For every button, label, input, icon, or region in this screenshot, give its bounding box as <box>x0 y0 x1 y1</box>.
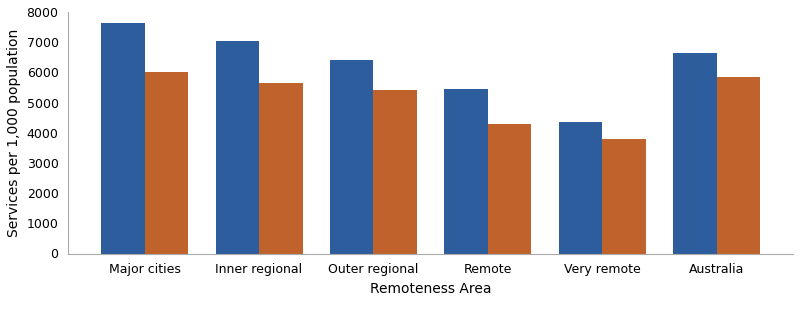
Y-axis label: Services per 1,000 population: Services per 1,000 population <box>7 29 21 237</box>
Bar <box>488 124 531 254</box>
Bar <box>374 90 417 254</box>
Bar <box>259 83 302 254</box>
Bar <box>215 41 259 254</box>
Bar <box>717 77 760 254</box>
Bar <box>602 139 646 254</box>
Bar <box>145 72 188 254</box>
Bar <box>444 89 488 254</box>
Bar <box>558 122 602 254</box>
Bar <box>673 53 717 254</box>
Bar <box>330 60 374 254</box>
X-axis label: Remoteness Area: Remoteness Area <box>370 282 491 296</box>
Bar <box>101 22 145 254</box>
